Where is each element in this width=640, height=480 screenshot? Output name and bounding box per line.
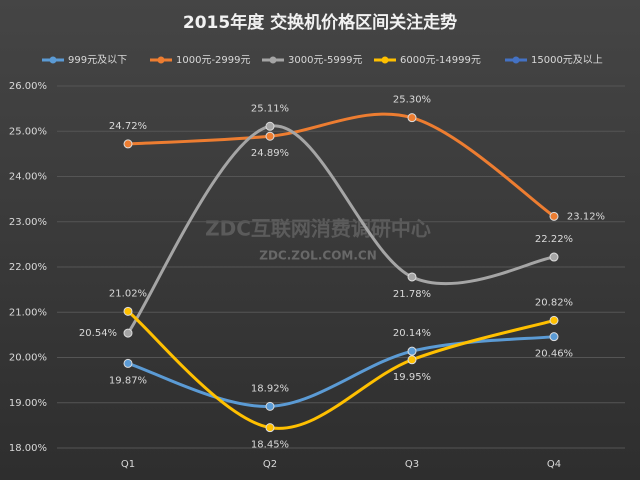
watermark-url: ZDC.ZOL.COM.CN (259, 249, 377, 263)
data-label: 24.89% (251, 148, 289, 159)
y-tick-label: 25.00% (9, 126, 47, 137)
y-tick-label: 26.00% (9, 81, 47, 92)
point-marker (549, 332, 559, 342)
legend-label: 15000元及以上 (531, 54, 603, 66)
y-tick-label: 22.00% (9, 262, 47, 273)
data-label: 24.72% (109, 121, 147, 132)
data-label: 19.95% (393, 372, 431, 383)
data-label: 21.02% (109, 288, 147, 299)
data-label: 20.54% (79, 328, 117, 339)
legend-label: 3000元-5999元 (288, 55, 363, 66)
y-tick-label: 18.00% (9, 443, 47, 454)
point-marker (123, 139, 133, 149)
legend-label: 1000元-2999元 (176, 55, 251, 66)
legend-marker (49, 56, 57, 64)
x-tick-label: Q4 (547, 459, 561, 470)
legend-marker (269, 56, 277, 64)
series-line (127, 112, 555, 218)
point-marker (549, 315, 559, 325)
data-label: 20.82% (535, 297, 573, 308)
y-tick-label: 20.00% (9, 353, 47, 364)
point-marker (549, 252, 559, 262)
point-marker (265, 401, 275, 411)
x-tick-label: Q2 (263, 459, 277, 470)
y-tick-label: 24.00% (9, 172, 47, 183)
legend-label: 6000元-14999元 (400, 55, 481, 66)
data-label: 20.14% (393, 328, 431, 339)
series-line (126, 124, 555, 334)
x-tick-label: Q1 (121, 459, 135, 470)
series-line (127, 335, 555, 408)
legend-marker (157, 56, 165, 64)
point-marker (407, 272, 417, 282)
y-tick-label: 19.00% (9, 398, 47, 409)
y-tick-label: 21.00% (9, 307, 47, 318)
point-marker (265, 121, 275, 131)
legend-marker (512, 56, 520, 64)
data-label: 18.92% (251, 383, 289, 394)
data-label: 20.46% (535, 349, 573, 360)
point-marker (123, 306, 133, 316)
chart-title: 2015年度 交换机价格区间关注走势 (183, 12, 457, 33)
data-label: 23.12% (567, 211, 605, 222)
point-marker (265, 131, 275, 141)
y-tick-label: 23.00% (9, 217, 47, 228)
data-label: 19.87% (109, 375, 147, 386)
legend-marker (381, 56, 389, 64)
data-label: 21.78% (393, 289, 431, 300)
point-marker (549, 211, 559, 221)
series-line (127, 310, 555, 430)
point-marker (265, 423, 275, 433)
point-marker (123, 328, 133, 338)
point-marker (407, 355, 417, 365)
data-label: 25.11% (251, 103, 289, 114)
point-marker (407, 113, 417, 123)
watermark: ZDC互联网消费调研中心 (205, 217, 431, 241)
data-label: 18.45% (251, 440, 289, 451)
x-tick-label: Q3 (405, 459, 419, 470)
legend-label: 999元及以下 (68, 54, 127, 66)
point-marker (407, 346, 417, 356)
data-label: 22.22% (535, 234, 573, 245)
point-marker (123, 358, 133, 368)
data-label: 25.30% (393, 95, 431, 106)
